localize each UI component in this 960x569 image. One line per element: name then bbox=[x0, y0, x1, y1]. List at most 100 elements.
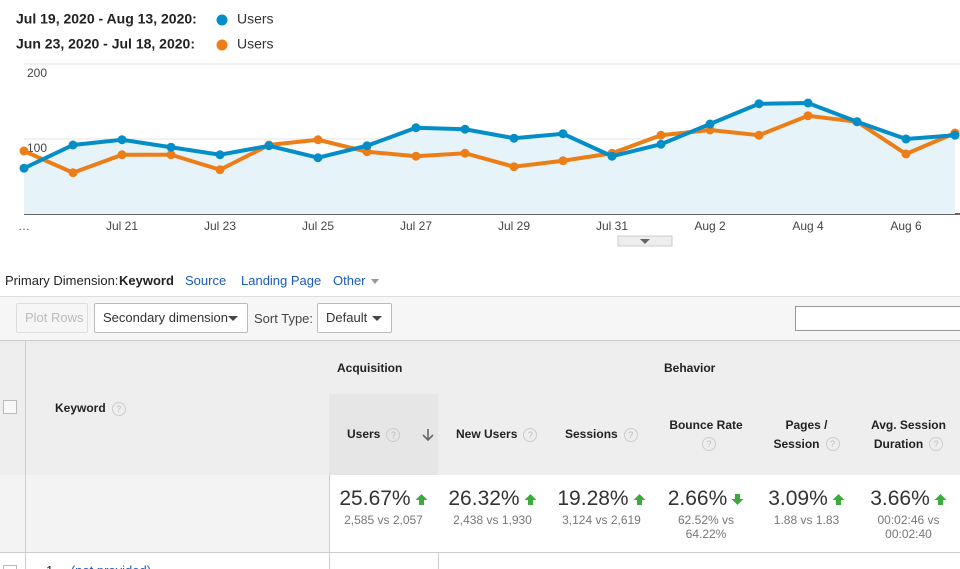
trend-arrow-path bbox=[415, 493, 428, 505]
series-line bbox=[23, 113, 956, 175]
data-point bbox=[803, 111, 813, 121]
data-point bbox=[607, 151, 617, 161]
dimension-option[interactable]: Other bbox=[333, 273, 379, 288]
data-point bbox=[705, 119, 715, 129]
dimension-option[interactable]: Source bbox=[185, 273, 227, 288]
total-keyword-cell bbox=[26, 475, 330, 553]
trend-arrow-path bbox=[731, 493, 744, 505]
column-header[interactable]: New Users? bbox=[438, 394, 548, 476]
total-value: 3.66% bbox=[870, 487, 930, 510]
search-box[interactable] bbox=[795, 306, 960, 331]
x-tick-label: … bbox=[18, 219, 30, 233]
column-header-text-wrap: Avg. Session Duration? bbox=[866, 416, 952, 454]
checkbox[interactable] bbox=[3, 400, 17, 414]
data-point bbox=[460, 124, 470, 134]
secondary-dimension[interactable]: Secondary dimension bbox=[94, 303, 248, 333]
total-compare: 3,124 vs 2,619 bbox=[562, 513, 641, 527]
data-point bbox=[901, 134, 911, 144]
plot-rows-button[interactable]: Plot Rows bbox=[16, 303, 88, 333]
data-point bbox=[754, 99, 764, 109]
total-cell: 2.66% 62.52% vs 64.22% bbox=[656, 475, 757, 553]
column-header-text-wrap: New Users? bbox=[456, 425, 538, 444]
x-tick-label: Jul 21 bbox=[106, 219, 138, 233]
data-point bbox=[411, 123, 421, 133]
x-tick-label: Aug 6 bbox=[890, 219, 922, 233]
help-icon: ? bbox=[523, 427, 538, 442]
x-tick-label: Aug 4 bbox=[792, 219, 824, 233]
legend-swatch bbox=[216, 14, 228, 26]
data-point bbox=[19, 146, 29, 156]
data-point bbox=[852, 117, 862, 127]
column-header[interactable]: Bounce Rate? bbox=[656, 394, 757, 476]
data-point bbox=[166, 150, 176, 160]
column-header-text-wrap: Users? bbox=[347, 425, 401, 444]
trend-arrow-path bbox=[524, 493, 537, 505]
total-cell: 26.32% 2,438 vs 1,930 bbox=[438, 475, 548, 553]
legend-label: Users bbox=[237, 11, 274, 27]
help-icon: ? bbox=[702, 437, 716, 452]
help-icon: ? bbox=[929, 437, 944, 452]
data-point bbox=[901, 149, 911, 159]
total-value: 26.32% bbox=[448, 487, 520, 510]
total-cell: 19.28% 3,124 vs 2,619 bbox=[547, 475, 657, 553]
help-icon: ? bbox=[623, 427, 638, 442]
column-header-text: Sessions bbox=[565, 427, 618, 441]
column-header-text: Users bbox=[347, 427, 381, 441]
handle-arrow bbox=[640, 239, 650, 244]
column-header[interactable]: Sessions? bbox=[547, 394, 657, 476]
data-point bbox=[166, 142, 176, 152]
dimension-active: Keyword bbox=[119, 273, 174, 288]
total-line: 3.66% bbox=[857, 487, 960, 511]
trend-arrow-path bbox=[934, 493, 947, 505]
checkbox[interactable] bbox=[3, 565, 17, 569]
total-compare: 62.52% vs 64.22% bbox=[677, 513, 735, 541]
trend-arrow-path bbox=[633, 493, 646, 505]
data-point bbox=[362, 141, 372, 151]
data-point bbox=[215, 165, 225, 175]
data-point bbox=[509, 162, 519, 172]
dimension-label: Primary Dimension: bbox=[5, 273, 119, 288]
sort-type[interactable]: Default bbox=[317, 303, 392, 333]
data-point bbox=[313, 135, 323, 145]
legend-period: Jul 19, 2020 - Aug 13, 2020: bbox=[16, 11, 197, 27]
caret bbox=[370, 279, 379, 285]
x-tick-label: Jul 29 bbox=[498, 219, 530, 233]
data-point bbox=[68, 140, 78, 150]
row-keyword-cell: 1. (not provided) bbox=[26, 552, 330, 569]
data-point bbox=[411, 151, 421, 161]
total-line: 25.67% bbox=[329, 487, 438, 511]
help-icon: ? bbox=[111, 401, 126, 416]
total-compare: 1.88 vs 1.83 bbox=[773, 513, 840, 527]
row-metric-cell bbox=[329, 552, 439, 569]
total-value: 2.66% bbox=[667, 487, 728, 510]
dimension-option[interactable]: Landing Page bbox=[241, 273, 322, 288]
row-index: 1. bbox=[46, 563, 57, 569]
x-tick-label: Jul 27 bbox=[400, 219, 432, 233]
total-value: 3.09% bbox=[768, 487, 828, 510]
data-point bbox=[754, 130, 764, 140]
total-compare: 2,438 vs 1,930 bbox=[453, 513, 532, 527]
dropdown-caret bbox=[372, 316, 382, 321]
column-header[interactable]: Users? bbox=[329, 394, 439, 476]
data-point bbox=[264, 141, 274, 151]
dropdown-caret bbox=[228, 316, 238, 321]
column-header-text-wrap: Pages / Session? bbox=[764, 416, 850, 454]
data-point bbox=[950, 130, 960, 140]
trend-arrow bbox=[832, 493, 845, 505]
data-point bbox=[509, 133, 519, 143]
column-header[interactable]: Pages / Session? bbox=[756, 394, 858, 476]
trend-arrow bbox=[633, 493, 646, 505]
keyword-header: Keyword? bbox=[26, 340, 330, 476]
legend-swatch bbox=[216, 39, 228, 51]
x-tick-label: Jul 31 bbox=[596, 219, 628, 233]
column-header-text: Pages / Session bbox=[773, 417, 828, 451]
total-line: 2.66% bbox=[656, 487, 756, 511]
keyword-header-text: Keyword bbox=[55, 401, 106, 415]
column-header[interactable]: Avg. Session Duration? bbox=[857, 394, 960, 476]
trend-arrow bbox=[524, 493, 537, 505]
chart: Jul 19, 2020 - Aug 13, 2020: Users Jun 23,… bbox=[16, 11, 960, 247]
group-header: Behavior bbox=[656, 340, 960, 395]
group-header: Acquisition bbox=[329, 340, 657, 395]
column-header-text: Avg. Session Duration bbox=[871, 417, 946, 451]
